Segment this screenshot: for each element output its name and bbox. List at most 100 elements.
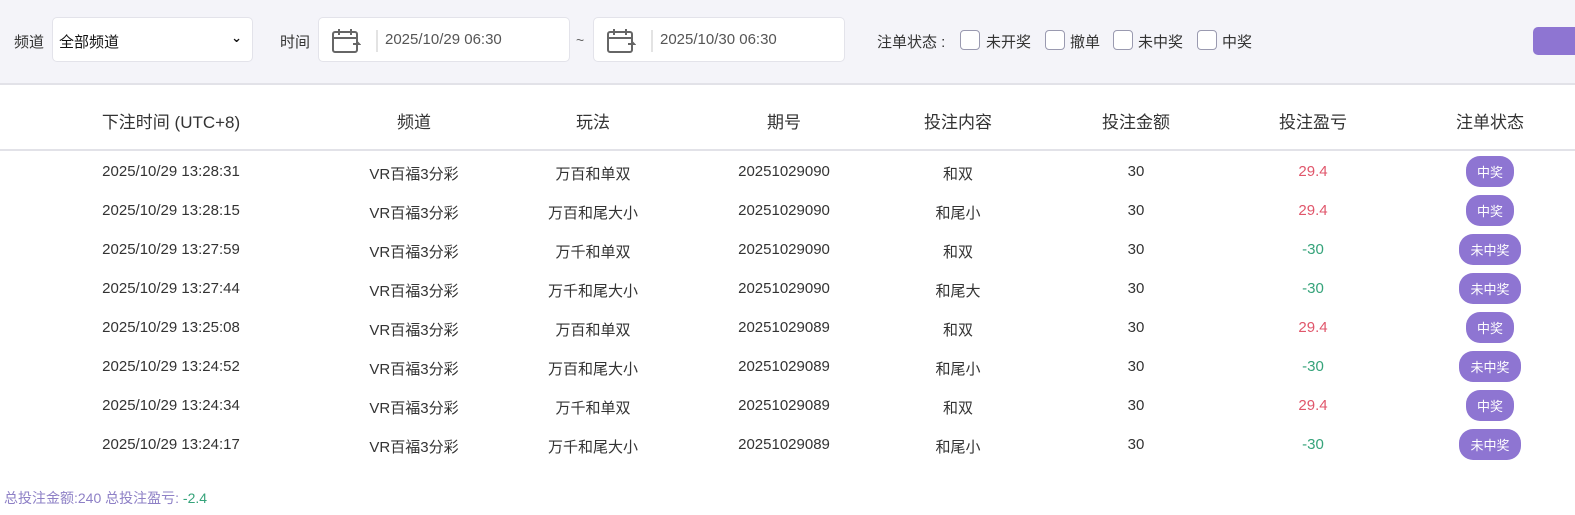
table-row: 2025/10/29 13:24:34 VR百福3分彩 万千和单双 202510290… bbox=[0, 386, 1575, 425]
cell-profit-loss: 29.4 bbox=[1298, 319, 1328, 336]
column-header-status: 注单状态 bbox=[1456, 113, 1524, 132]
table-row: 2025/10/29 13:25:08 VR百福3分彩 万百和单双 202510290… bbox=[0, 308, 1575, 347]
cell-status: 中奖 bbox=[1402, 156, 1575, 187]
cell-channel: VR百福3分彩 bbox=[369, 244, 459, 261]
cell-bet-amount: 30 bbox=[1127, 163, 1145, 180]
end-date-value: 2025/10/30 06:30 bbox=[660, 31, 777, 48]
cell-profit-loss: 29.4 bbox=[1298, 202, 1328, 219]
total-bet: 240 bbox=[77, 490, 102, 506]
status-badge: 未中奖 bbox=[1459, 273, 1521, 304]
cell-bet-time: 2025/10/29 13:24:34 bbox=[102, 397, 240, 414]
start-date-value: 2025/10/29 06:30 bbox=[385, 31, 502, 48]
end-date-input[interactable]: 2025/10/30 06:30 bbox=[593, 17, 845, 62]
cell-profit-loss: -30 bbox=[1302, 436, 1324, 453]
cell-issue: 20251029090 bbox=[738, 163, 830, 180]
cell-play-type: 万百和尾大小 bbox=[547, 361, 638, 378]
cell-bet-time: 2025/10/29 13:28:31 bbox=[102, 163, 240, 180]
cell-play-type: 万千和单双 bbox=[555, 400, 631, 417]
checkbox-won[interactable] bbox=[1197, 30, 1217, 50]
checkbox-cancelled[interactable] bbox=[1045, 30, 1065, 50]
start-date-input[interactable]: 2025/10/29 06:30 bbox=[318, 17, 570, 62]
cell-bet-time: 2025/10/29 13:25:08 bbox=[102, 319, 240, 336]
calendar-icon bbox=[607, 29, 636, 53]
status-badge: 未中奖 bbox=[1459, 429, 1521, 460]
column-header-bet-amount: 投注金额 bbox=[1102, 113, 1170, 132]
channel-label: 频道 bbox=[14, 34, 45, 51]
status-badge: 中奖 bbox=[1465, 156, 1514, 187]
cell-play-type: 万百和单双 bbox=[555, 166, 631, 183]
checkbox-label: 未开奖 bbox=[986, 34, 1032, 51]
cell-issue: 20251029089 bbox=[738, 436, 830, 453]
checkbox-label: 中奖 bbox=[1222, 34, 1253, 51]
cell-bet-amount: 30 bbox=[1127, 319, 1145, 336]
checkbox-lost[interactable] bbox=[1113, 30, 1133, 50]
cell-issue: 20251029089 bbox=[738, 358, 830, 375]
cell-channel: VR百福3分彩 bbox=[369, 322, 459, 339]
cell-play-type: 万千和尾大小 bbox=[547, 283, 638, 300]
column-header-bet-time: 下注时间 (UTC+8) bbox=[101, 113, 241, 132]
column-header-profit-loss: 投注盈亏 bbox=[1279, 113, 1347, 132]
cell-profit-loss: 29.4 bbox=[1298, 397, 1328, 414]
column-header-channel: 频道 bbox=[397, 113, 431, 132]
checkbox-not-drawn[interactable] bbox=[960, 30, 980, 50]
cell-channel: VR百福3分彩 bbox=[369, 166, 459, 183]
cell-status: 中奖 bbox=[1402, 390, 1575, 421]
cell-bet-amount: 30 bbox=[1127, 436, 1145, 453]
channel-select[interactable]: 全部频道 ⌄ bbox=[52, 17, 253, 62]
search-button[interactable] bbox=[1533, 27, 1575, 55]
cell-channel: VR百福3分彩 bbox=[369, 400, 459, 417]
cell-channel: VR百福3分彩 bbox=[369, 283, 459, 300]
status-badge: 中奖 bbox=[1465, 195, 1514, 226]
cell-bet-time: 2025/10/29 13:24:17 bbox=[102, 436, 240, 453]
chevron-down-icon: ⌄ bbox=[231, 30, 242, 45]
table-row: 2025/10/29 13:27:44 VR百福3分彩 万千和尾大小 20251029… bbox=[0, 269, 1575, 308]
table-row: 2025/10/29 13:28:15 VR百福3分彩 万百和尾大小 20251029… bbox=[0, 191, 1575, 230]
cell-bet-time: 2025/10/29 13:27:59 bbox=[102, 241, 240, 258]
status-badge: 未中奖 bbox=[1459, 351, 1521, 382]
cell-status: 中奖 bbox=[1402, 195, 1575, 226]
cell-bet-content: 和双 bbox=[942, 244, 973, 261]
cell-profit-loss: 29.4 bbox=[1298, 163, 1328, 180]
cell-bet-time: 2025/10/29 13:24:52 bbox=[102, 358, 240, 375]
cell-issue: 20251029090 bbox=[738, 280, 830, 297]
cell-play-type: 万千和尾大小 bbox=[547, 439, 638, 456]
date-separator: ~ bbox=[576, 32, 585, 48]
cell-issue: 20251029089 bbox=[738, 319, 830, 336]
status-label: 注单状态 : bbox=[877, 34, 946, 51]
cell-bet-content: 和双 bbox=[942, 166, 973, 183]
summary: 总投注金额:240 总投注盈亏: -2.4 bbox=[4, 488, 207, 508]
column-header-bet-content: 投注内容 bbox=[924, 113, 992, 132]
divider bbox=[651, 30, 653, 52]
column-header-play-type: 玩法 bbox=[576, 113, 610, 132]
total-pl-label: 总投注盈亏: bbox=[105, 490, 180, 506]
cell-bet-amount: 30 bbox=[1127, 358, 1145, 375]
cell-play-type: 万百和尾大小 bbox=[547, 205, 638, 222]
filter-bar: 频道 全部频道 ⌄ 时间 2025/10/29 06:30 ~ 2025/10/3… bbox=[0, 0, 1575, 85]
cell-bet-amount: 30 bbox=[1127, 241, 1145, 258]
cell-bet-time: 2025/10/29 13:27:44 bbox=[102, 280, 240, 297]
cell-channel: VR百福3分彩 bbox=[369, 439, 459, 456]
cell-play-type: 万千和单双 bbox=[555, 244, 631, 261]
cell-channel: VR百福3分彩 bbox=[369, 205, 459, 222]
cell-profit-loss: -30 bbox=[1302, 241, 1324, 258]
cell-play-type: 万百和单双 bbox=[555, 322, 631, 339]
cell-channel: VR百福3分彩 bbox=[369, 361, 459, 378]
cell-status: 未中奖 bbox=[1402, 273, 1575, 304]
cell-status: 未中奖 bbox=[1402, 351, 1575, 382]
cell-bet-content: 和双 bbox=[942, 322, 973, 339]
checkbox-label: 撤单 bbox=[1070, 34, 1101, 51]
cell-status: 中奖 bbox=[1402, 312, 1575, 343]
cell-status: 未中奖 bbox=[1402, 429, 1575, 460]
cell-bet-amount: 30 bbox=[1127, 280, 1145, 297]
cell-bet-content: 和尾大 bbox=[935, 283, 981, 300]
status-badge: 未中奖 bbox=[1459, 234, 1521, 265]
cell-status: 未中奖 bbox=[1402, 234, 1575, 265]
status-badge: 中奖 bbox=[1465, 390, 1514, 421]
divider bbox=[376, 30, 378, 52]
cell-issue: 20251029089 bbox=[738, 397, 830, 414]
cell-bet-amount: 30 bbox=[1127, 397, 1145, 414]
cell-issue: 20251029090 bbox=[738, 202, 830, 219]
cell-issue: 20251029090 bbox=[738, 241, 830, 258]
time-label: 时间 bbox=[280, 34, 311, 51]
cell-profit-loss: -30 bbox=[1302, 358, 1324, 375]
